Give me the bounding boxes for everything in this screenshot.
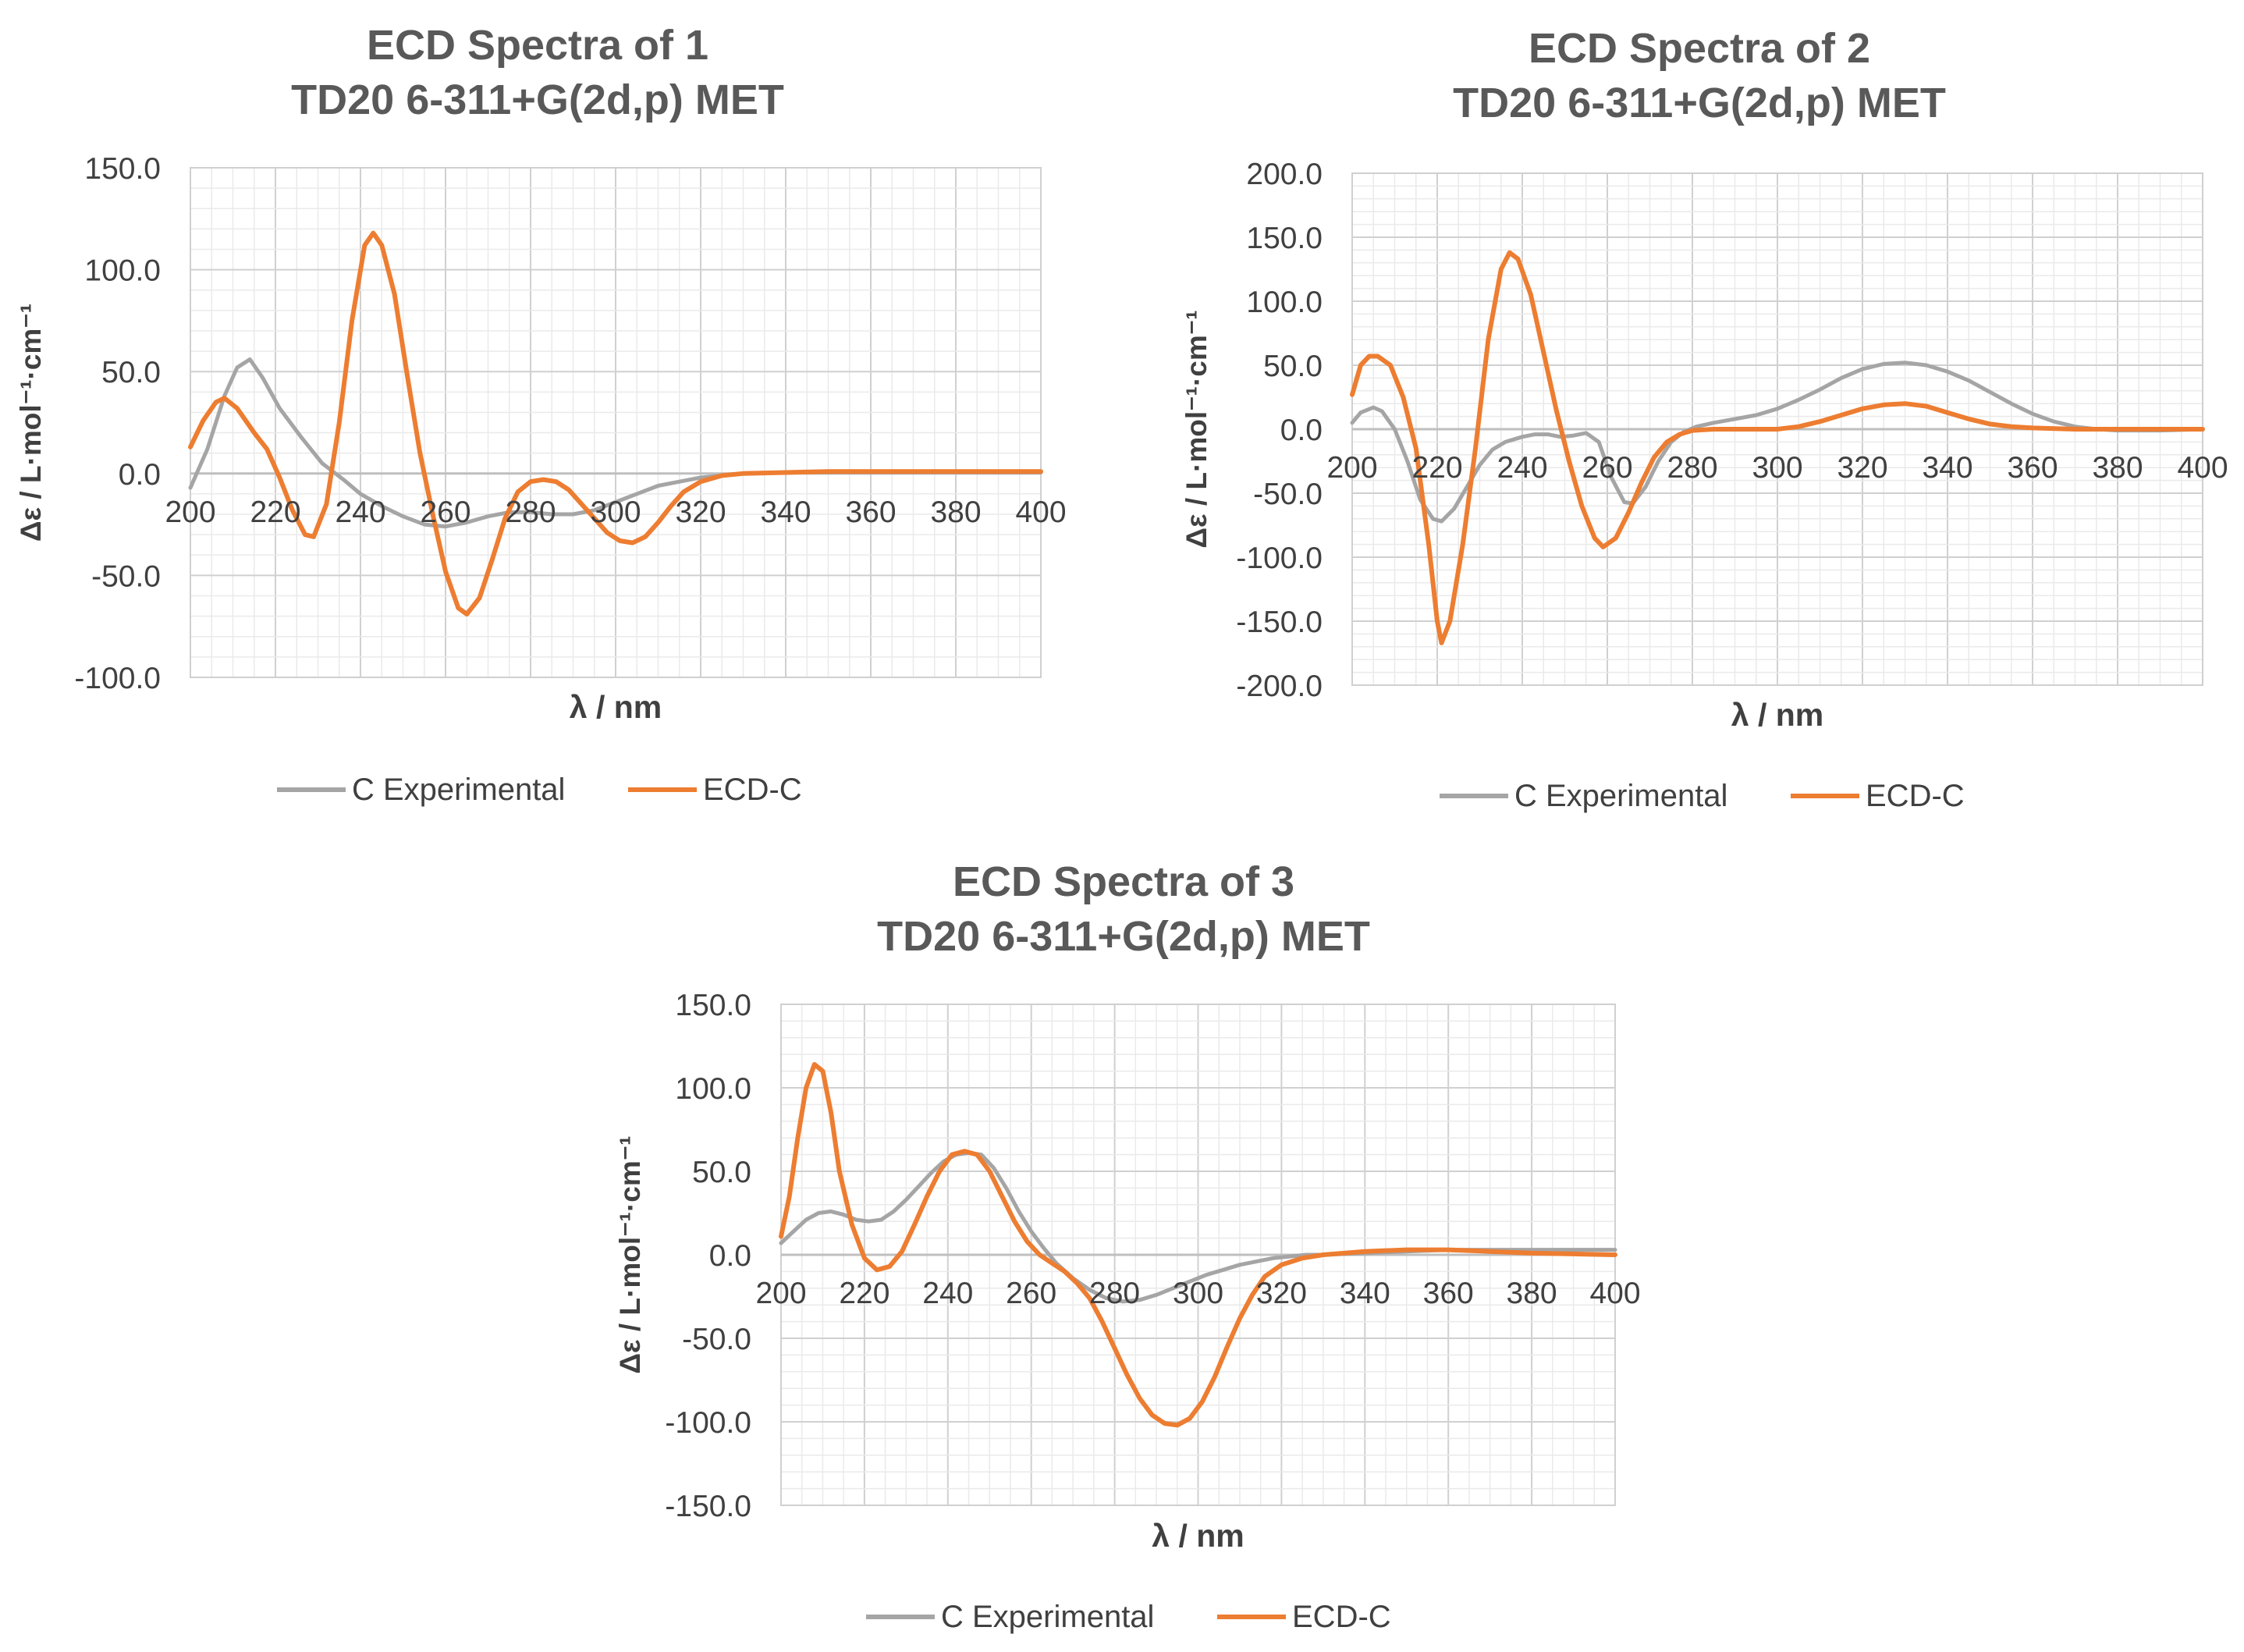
- x-tick-label: 360: [845, 496, 896, 529]
- plot-border: [190, 167, 1042, 678]
- x-tick-label: 400: [2177, 451, 2228, 485]
- x-axis-title: λ / nm: [1152, 1518, 1244, 1554]
- y-tick-label: 0.0: [119, 458, 161, 492]
- y-tick-label: 100.0: [675, 1072, 751, 1106]
- y-tick-label: -50.0: [1253, 478, 1323, 511]
- plot-grid: [780, 1004, 1616, 1506]
- x-tick-label: 260: [1006, 1277, 1056, 1310]
- chart-panel-1: ECD Spectra of 1 TD20 6-311+G(2d,p) MET 15…: [15, 22, 1067, 807]
- chart-title: ECD Spectra of 1: [367, 22, 708, 69]
- x-tick-label: 220: [250, 496, 300, 529]
- x-axis-title: λ / nm: [570, 689, 662, 725]
- series-line-ecd-c: [779, 1062, 1617, 1428]
- chart-subtitle: TD20 6-311+G(2d,p) MET: [1453, 80, 1946, 126]
- y-tick-label: -150.0: [1236, 606, 1323, 639]
- legend-label: C Experimental: [1514, 779, 1727, 813]
- y-tick-label: -50.0: [682, 1323, 751, 1356]
- plot-grid: [190, 167, 1042, 678]
- x-tick-label: 340: [760, 496, 811, 529]
- x-tick-label: 400: [1015, 496, 1066, 529]
- chart-panel-2: ECD Spectra of 2 TD20 6-311+G(2d,p) MET 20…: [1181, 25, 2228, 813]
- x-tick-label: 300: [590, 496, 641, 529]
- y-tick-label: 50.0: [692, 1156, 751, 1189]
- x-tick-label: 200: [165, 496, 215, 529]
- y-tick-label: -100.0: [74, 662, 161, 695]
- y-tick-label: 50.0: [1263, 350, 1323, 383]
- series-line-ecd-c: [188, 230, 1043, 616]
- y-tick-label: -150.0: [665, 1490, 751, 1523]
- chart-subtitle: TD20 6-311+G(2d,p) MET: [877, 913, 1370, 960]
- x-tick-label: 340: [1922, 451, 1972, 485]
- y-tick-label: 150.0: [84, 152, 161, 186]
- x-tick-label: 280: [1667, 451, 1717, 485]
- x-tick-label: 300: [1173, 1277, 1223, 1310]
- y-tick-label: -50.0: [91, 560, 161, 593]
- x-axis-title: λ / nm: [1731, 697, 1823, 733]
- chart-title: ECD Spectra of 2: [1529, 25, 1870, 72]
- y-tick-label: 0.0: [709, 1239, 751, 1273]
- x-tick-label: 320: [1837, 451, 1887, 485]
- legend-label: ECD-C: [1292, 1600, 1391, 1634]
- x-tick-label: 380: [1507, 1277, 1557, 1310]
- x-tick-label: 240: [922, 1277, 973, 1310]
- x-tick-label: 340: [1340, 1277, 1390, 1310]
- x-tick-label: 220: [1411, 451, 1462, 485]
- x-tick-label: 280: [1089, 1277, 1140, 1310]
- x-tick-label: 380: [930, 496, 981, 529]
- y-axis-title: Δε / L·mol⁻¹·cm⁻¹: [1181, 310, 1213, 548]
- legend-label: ECD-C: [1866, 779, 1965, 813]
- x-tick-label: 360: [2007, 451, 2058, 485]
- y-tick-label: 100.0: [84, 254, 161, 288]
- series-line-ecd-c: [1350, 250, 2205, 645]
- y-tick-label: -100.0: [665, 1406, 751, 1440]
- x-tick-label: 200: [1326, 451, 1377, 485]
- y-tick-label: 50.0: [101, 356, 161, 389]
- y-tick-label: 100.0: [1246, 286, 1323, 319]
- x-tick-label: 320: [675, 496, 726, 529]
- y-axis-title: Δε / L·mol⁻¹·cm⁻¹: [15, 304, 47, 542]
- legend-label: C Experimental: [941, 1600, 1154, 1634]
- y-tick-label: -200.0: [1236, 670, 1323, 703]
- x-tick-label: 400: [1589, 1277, 1640, 1310]
- chart-panel-3: ECD Spectra of 3 TD20 6-311+G(2d,p) MET 15…: [614, 858, 1641, 1634]
- y-tick-label: 0.0: [1280, 414, 1323, 447]
- chart-title: ECD Spectra of 3: [953, 858, 1294, 905]
- x-tick-label: 360: [1423, 1277, 1474, 1310]
- x-tick-label: 380: [2092, 451, 2143, 485]
- legend: C Experimental ECD-C: [1440, 779, 1965, 813]
- legend-label: ECD-C: [703, 773, 802, 807]
- legend: C Experimental ECD-C: [866, 1600, 1391, 1634]
- x-tick-label: 260: [1582, 451, 1632, 485]
- x-tick-label: 240: [335, 496, 385, 529]
- x-tick-label: 240: [1497, 451, 1547, 485]
- y-axis-title: Δε / L·mol⁻¹·cm⁻¹: [614, 1135, 646, 1373]
- legend-label: C Experimental: [352, 773, 565, 807]
- legend: C Experimental ECD-C: [277, 773, 802, 807]
- y-tick-label: 150.0: [675, 989, 751, 1022]
- chart-subtitle: TD20 6-311+G(2d,p) MET: [291, 76, 784, 123]
- y-tick-label: -100.0: [1236, 542, 1323, 575]
- y-tick-label: 150.0: [1246, 222, 1323, 255]
- series-line-c-experimental: [1350, 361, 2205, 524]
- x-tick-label: 280: [505, 496, 556, 529]
- x-tick-label: 220: [839, 1277, 889, 1310]
- y-tick-label: 200.0: [1246, 158, 1323, 191]
- x-tick-label: 200: [755, 1277, 806, 1310]
- x-tick-label: 260: [420, 496, 470, 529]
- x-tick-label: 300: [1752, 451, 1802, 485]
- x-tick-label: 320: [1256, 1277, 1307, 1310]
